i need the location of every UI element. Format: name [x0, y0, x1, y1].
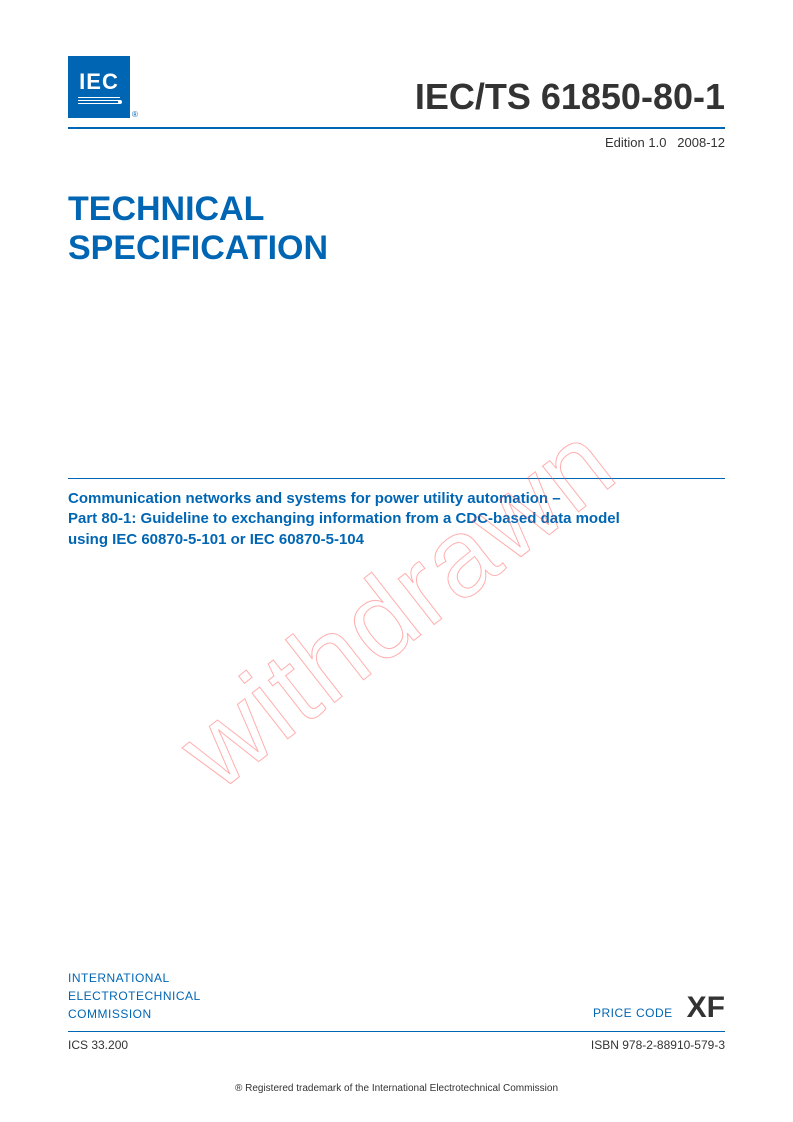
rule-bottom: [68, 1031, 725, 1032]
page-container: IEC ® IEC/TS 61850-80-1 Edition 1.0 2008…: [0, 0, 793, 1122]
bottom-section: INTERNATIONAL ELECTROTECHNICAL COMMISSIO…: [68, 969, 725, 1052]
ics-code: ICS 33.200: [68, 1038, 128, 1052]
doc-type-line1: TECHNICAL: [68, 190, 725, 229]
logo-text: IEC: [79, 69, 119, 95]
rule-mid: [68, 478, 725, 479]
doc-type-line2: SPECIFICATION: [68, 229, 725, 268]
price-code: XF: [687, 991, 725, 1025]
standard-number: IEC/TS 61850-80-1: [138, 52, 725, 118]
edition-row: Edition 1.0 2008-12: [68, 135, 725, 150]
organization-block: INTERNATIONAL ELECTROTECHNICAL COMMISSIO…: [68, 969, 201, 1023]
edition-date: 2008-12: [677, 135, 725, 150]
edition-label: Edition 1.0: [605, 135, 666, 150]
title-line2: Part 80-1: Guideline to exchanging infor…: [68, 509, 725, 529]
logo-lines-icon: [78, 97, 120, 106]
price-row: PRICE CODE XF: [593, 991, 725, 1025]
org-line1: INTERNATIONAL: [68, 969, 201, 987]
title-line3: using IEC 60870-5-101 or IEC 60870-5-104: [68, 530, 725, 550]
header-row: IEC ® IEC/TS 61850-80-1: [68, 52, 725, 119]
rule-top: [68, 127, 725, 129]
trademark-note: ® Registered trademark of the Internatio…: [0, 1083, 793, 1094]
isbn-code: ISBN 978-2-88910-579-3: [591, 1038, 725, 1052]
footer-row: ICS 33.200 ISBN 978-2-88910-579-3: [68, 1038, 725, 1052]
withdrawn-watermark: withdrawn: [155, 398, 638, 814]
title-line1: Communication networks and systems for p…: [68, 489, 725, 509]
title-block: Communication networks and systems for p…: [68, 489, 725, 550]
iec-logo: IEC: [68, 56, 130, 118]
org-line2: ELECTROTECHNICAL: [68, 987, 201, 1005]
document-type-heading: TECHNICAL SPECIFICATION: [68, 190, 725, 268]
price-label: PRICE CODE: [593, 1006, 673, 1020]
org-line3: COMMISSION: [68, 1005, 201, 1023]
